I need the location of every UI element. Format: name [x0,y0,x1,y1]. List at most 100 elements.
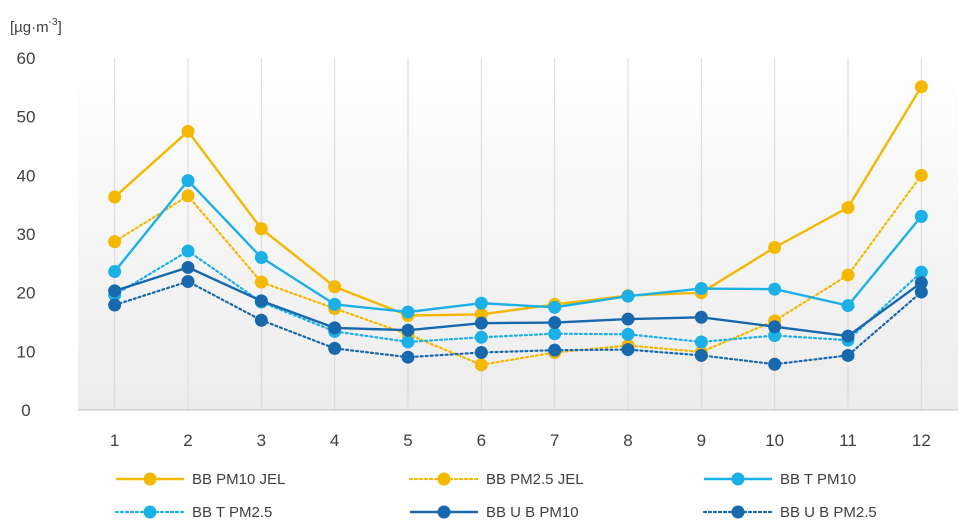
data-point-bb-t-pm2-5-2 [181,244,195,258]
data-point-bb-pm2-5-jel-6 [474,358,488,372]
series-line-bb-u-b-pm10 [114,266,923,338]
data-point-bb-pm10-jel-10 [768,240,782,254]
y-tick-labels: 0 10 20 30 40 50 60 [17,49,36,420]
data-point-bb-pm10-jel-4 [328,280,342,294]
series-line-bb-pm2-5-jel [113,174,923,366]
legend-swatch-marker-bb-t-pm10 [731,472,745,486]
data-point-bb-u-b-pm10-11 [841,329,855,343]
data-point-bb-u-b-pm2-5-5 [401,350,415,364]
data-point-bb-u-b-pm2-5-11 [841,348,855,362]
x-tick-label-2: 2 [183,431,192,450]
data-point-bb-t-pm10-4 [328,297,342,311]
data-point-bb-u-b-pm10-5 [401,323,415,337]
data-point-bb-u-b-pm2-5-3 [254,313,268,327]
legend-label-bb-pm2-5-jel: BB PM2.5 JEL [486,471,584,488]
data-point-bb-t-pm2-5-7 [548,327,562,341]
legend-item-bb-u-b-pm10: BB U B PM10 [410,504,579,521]
data-point-bb-pm2-5-jel-2 [181,189,195,203]
legend-swatch-marker-bb-u-b-pm2-5 [731,505,745,519]
series-bb-u-b-pm2-5 [108,275,928,371]
data-point-bb-pm2-5-jel-3 [254,275,268,289]
data-point-bb-u-b-pm2-5-9 [694,348,708,362]
data-point-bb-t-pm10-12 [914,209,928,223]
legend-item-bb-t-pm2-5: BB T PM2.5 [114,504,272,521]
x-tick-label-7: 7 [550,431,559,450]
data-point-bb-u-b-pm2-5-10 [768,357,782,371]
series-line-bb-t-pm2-5 [113,249,923,343]
data-point-bb-u-b-pm2-5-2 [181,275,195,289]
x-tick-label-3: 3 [257,431,266,450]
data-point-bb-u-b-pm10-2 [181,260,195,274]
y-tick-label-10: 10 [17,342,36,361]
x-tick-label-4: 4 [330,431,339,450]
data-point-bb-u-b-pm10-1 [108,284,122,298]
legend-item-bb-pm2-5-jel: BB PM2.5 JEL [408,471,584,488]
data-point-bb-u-b-pm10-3 [254,294,268,308]
x-tick-label-11: 11 [839,431,857,450]
series-group [108,80,928,372]
data-point-bb-t-pm2-5-6 [474,330,488,344]
legend-item-bb-t-pm10: BB T PM10 [704,471,856,488]
data-point-bb-u-b-pm10-4 [328,321,342,335]
data-point-bb-u-b-pm2-5-1 [108,298,122,312]
series-line-bb-u-b-pm2-5 [113,280,923,366]
y-tick-label-30: 30 [17,225,36,244]
data-point-bb-t-pm10-11 [841,299,855,313]
data-point-bb-t-pm10-2 [181,174,195,188]
y-tick-label-0: 0 [21,401,30,420]
data-point-bb-t-pm2-5-8 [621,327,635,341]
legend-item-bb-u-b-pm2-5: BB U B PM2.5 [702,504,877,521]
x-tick-label-5: 5 [403,431,412,450]
data-point-bb-t-pm10-7 [548,300,562,314]
data-point-bb-t-pm2-5-12 [914,265,928,279]
data-point-bb-t-pm10-5 [401,305,415,319]
x-tick-label-9: 9 [697,431,706,450]
data-point-bb-u-b-pm10-9 [694,310,708,324]
x-tick-label-8: 8 [623,431,632,450]
x-tick-label-12: 12 [912,431,931,450]
data-point-bb-t-pm2-5-5 [401,335,415,349]
data-point-bb-u-b-pm10-10 [768,320,782,334]
x-tick-label-10: 10 [765,431,784,450]
legend-item-bb-pm10-jel: BB PM10 JEL [116,471,285,488]
data-point-bb-pm2-5-jel-1 [108,235,122,249]
data-point-bb-pm10-jel-2 [181,124,195,138]
x-tick-labels: 1 2 3 4 5 6 7 8 9 10 11 12 [110,431,931,450]
data-point-bb-t-pm10-8 [621,289,635,303]
data-point-bb-t-pm10-3 [254,250,268,264]
data-point-bb-u-b-pm10-12 [914,276,928,290]
y-tick-label-50: 50 [17,108,36,127]
legend-label-bb-u-b-pm2-5: BB U B PM2.5 [780,504,877,521]
data-point-bb-t-pm10-1 [108,265,122,279]
data-point-bb-u-b-pm10-7 [548,316,562,330]
y-tick-label-20: 20 [17,284,36,303]
data-point-bb-u-b-pm2-5-4 [328,341,342,355]
legend-label-bb-u-b-pm10: BB U B PM10 [486,504,579,521]
data-point-bb-t-pm10-10 [768,282,782,296]
data-point-bb-u-b-pm2-5-7 [548,343,562,357]
data-point-bb-pm10-jel-3 [254,222,268,236]
legend-label-bb-t-pm10: BB T PM10 [780,471,856,488]
data-point-bb-u-b-pm2-5-8 [621,343,635,357]
data-point-bb-pm10-jel-1 [108,190,122,204]
legend-label-bb-t-pm2-5: BB T PM2.5 [192,504,272,521]
legend-label-bb-pm10-jel: BB PM10 JEL [192,471,285,488]
series-bb-t-pm10 [108,174,928,319]
series-line-bb-t-pm10 [113,179,923,314]
data-point-bb-pm10-jel-11 [841,201,855,215]
x-tick-label-6: 6 [477,431,486,450]
data-point-bb-u-b-pm10-8 [621,312,635,326]
data-point-bb-u-b-pm2-5-12 [914,285,928,299]
series-line-bb-pm10-jel [113,86,923,317]
data-point-bb-u-b-pm10-6 [474,316,488,330]
legend: BB PM10 JEL BB PM2.5 JEL BB T PM10 BB T PM2… [114,471,877,521]
legend-swatch-marker-bb-u-b-pm10 [437,505,451,519]
data-point-bb-u-b-pm2-5-6 [474,346,488,360]
data-point-bb-pm2-5-jel-12 [914,168,928,182]
legend-swatch-marker-bb-pm2-5-jel [437,472,451,486]
y-tick-label-40: 40 [17,166,36,185]
y-tick-label-60: 60 [17,49,36,68]
series-bb-u-b-pm10 [108,260,928,343]
y-axis-unit-label: [µg·m-3] [10,17,62,36]
